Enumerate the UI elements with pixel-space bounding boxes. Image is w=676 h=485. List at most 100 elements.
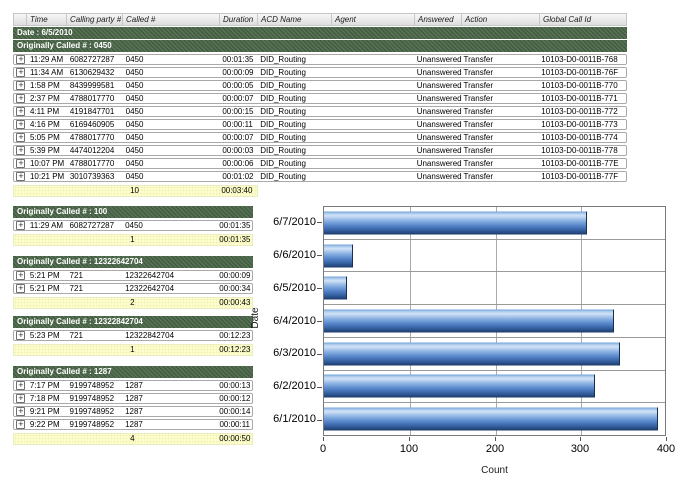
- column-header: Called #: [123, 13, 220, 26]
- table-row[interactable]: +5:23 PM 721 12322842704 00:12:23: [13, 330, 253, 341]
- expand-plus-icon[interactable]: +: [16, 93, 26, 103]
- row-cell: 9199748952: [69, 407, 115, 416]
- expander-cell: +: [14, 81, 28, 90]
- row-cell: 00:00:09: [222, 68, 254, 77]
- row-cell: 10103-D0-0011B-77F: [541, 172, 619, 181]
- row-cell: Transfer: [463, 120, 494, 129]
- row-cell: 0450: [125, 159, 144, 168]
- table-row[interactable]: +7:17 PM 9199748952 1287 00:00:13: [13, 380, 253, 391]
- expander-cell: +: [14, 407, 28, 416]
- expand-plus-icon[interactable]: +: [16, 171, 26, 181]
- expand-plus-icon[interactable]: +: [16, 145, 26, 155]
- row-cell: 12322842704: [125, 331, 175, 340]
- table-row[interactable]: +11:34 AM 6130629432 0450 00:00:09 DID_Routi…: [13, 67, 627, 78]
- bar-6-3-2010: [324, 342, 620, 366]
- expander-cell: +: [14, 284, 28, 293]
- row-cell: 10:07 PM: [29, 159, 65, 168]
- row-cell: Transfer: [463, 159, 494, 168]
- table-row[interactable]: +5:39 PM 4474012204 0450 00:00:03 DID_Routin…: [13, 145, 627, 156]
- row-cell: 12322642704: [125, 284, 175, 293]
- expand-plus-icon[interactable]: +: [16, 80, 26, 90]
- y-tick-label: 6/1/2010: [273, 413, 316, 425]
- expand-plus-icon[interactable]: +: [16, 54, 26, 64]
- x-tick-mark: [580, 437, 581, 441]
- row-cell: 00:12:23: [219, 331, 251, 340]
- category-band: [324, 207, 665, 240]
- column-header: Duration: [220, 13, 258, 26]
- table-row[interactable]: +9:22 PM 9199748952 1287 00:00:11: [13, 419, 253, 430]
- expand-plus-icon[interactable]: +: [16, 132, 26, 142]
- row-cell: 5:21 PM: [29, 271, 60, 280]
- table-row[interactable]: +9:21 PM 9199748952 1287 00:00:14: [13, 406, 253, 417]
- table-row[interactable]: +11:29 AM 6082727287 0450 00:01:35 DID_Routi…: [13, 54, 627, 65]
- bar-6-6-2010: [324, 244, 353, 268]
- row-cell: 10103-D0-0011B-76F: [541, 68, 619, 77]
- table-row[interactable]: +7:18 PM 9199748952 1287 00:00:12: [13, 393, 253, 404]
- summary-total-duration: 00:00:50: [219, 434, 251, 443]
- expander-cell: +: [14, 159, 28, 168]
- table-row[interactable]: +5:05 PM 4788017770 0450 00:00:07 DID_Routin…: [13, 132, 627, 143]
- expand-plus-icon[interactable]: +: [16, 270, 26, 280]
- y-tick-mark: [317, 288, 322, 289]
- row-cell: 4474012204: [69, 146, 115, 155]
- table-row[interactable]: +4:11 PM 4191847701 0450 00:00:15 DID_Routin…: [13, 106, 627, 117]
- row-cell: 10103-D0-0011B-773: [541, 120, 618, 129]
- expander-cell: +: [14, 221, 28, 230]
- summary-call-count: 10: [130, 186, 139, 195]
- summary-total-duration: 00:03:40: [221, 186, 253, 195]
- row-cell: Transfer: [463, 68, 494, 77]
- row-cell: Unanswered: [416, 172, 462, 181]
- expand-plus-icon[interactable]: +: [16, 158, 26, 168]
- call-report-table: Time Calling party # Called # Duration ACD N…: [13, 13, 627, 197]
- row-cell: DID_Routing: [260, 133, 307, 142]
- expand-plus-icon[interactable]: +: [16, 393, 26, 403]
- expand-plus-icon[interactable]: +: [16, 106, 26, 116]
- row-cell: 9199748952: [69, 420, 115, 429]
- expand-plus-icon[interactable]: +: [16, 283, 26, 293]
- column-header: Calling party #: [67, 13, 123, 26]
- row-cell: 0450: [125, 133, 144, 142]
- table-row[interactable]: +10:07 PM 4788017770 0450 00:00:06 DID_Routi…: [13, 158, 627, 169]
- y-tick-mark: [317, 255, 322, 256]
- table-row[interactable]: +2:37 PM 4788017770 0450 00:00:07 DID_Routin…: [13, 93, 627, 104]
- table-row[interactable]: +10:21 PM 3010739363 0450 00:01:02 DID_Routi…: [13, 171, 627, 182]
- row-cell: 4788017770: [69, 133, 115, 142]
- row-cell: 9:21 PM: [29, 407, 60, 416]
- category-band: [324, 305, 665, 338]
- expand-plus-icon[interactable]: +: [16, 330, 26, 340]
- expand-plus-icon[interactable]: +: [16, 220, 26, 230]
- y-tick-mark: [317, 354, 322, 355]
- row-cell: 4788017770: [69, 159, 115, 168]
- table-row[interactable]: +5:21 PM 721 12322642704 00:00:09: [13, 270, 253, 281]
- row-cell: 0450: [125, 55, 144, 64]
- x-tick-mark: [495, 437, 496, 441]
- y-tick-label: 6/4/2010: [273, 315, 316, 327]
- x-tick-label: 0: [319, 443, 327, 455]
- row-cell: 00:00:12: [219, 394, 251, 403]
- table-row[interactable]: +4:16 PM 6169460905 0450 00:00:11 DID_Routin…: [13, 119, 627, 130]
- row-cell: 9199748952: [69, 381, 115, 390]
- row-cell: 10103-D0-0011B-771: [541, 94, 618, 103]
- expand-plus-icon[interactable]: +: [16, 380, 26, 390]
- expander-cell: +: [14, 381, 28, 390]
- chart-bands: [324, 207, 665, 435]
- row-cell: 8439999581: [69, 81, 115, 90]
- row-cell: 6082727287: [69, 221, 115, 230]
- column-header: Agent: [332, 13, 415, 26]
- column-header: Answered: [415, 13, 462, 26]
- row-cell: Transfer: [463, 55, 494, 64]
- x-tick-mark: [323, 437, 324, 441]
- row-cell: DID_Routing: [260, 68, 307, 77]
- expand-plus-icon[interactable]: +: [16, 67, 26, 77]
- table-row[interactable]: +1:58 PM 8439999581 0450 00:00:05 DID_Routin…: [13, 80, 627, 91]
- row-cell: 5:39 PM: [29, 146, 60, 155]
- expand-plus-icon[interactable]: +: [16, 419, 26, 429]
- expand-plus-icon[interactable]: +: [16, 406, 26, 416]
- row-cell: Unanswered: [416, 55, 462, 64]
- expand-plus-icon[interactable]: +: [16, 119, 26, 129]
- category-band: [324, 403, 665, 435]
- table-row[interactable]: +11:29 AM 6082727287 0450 00:01:35: [13, 220, 253, 231]
- row-cell: DID_Routing: [260, 94, 307, 103]
- y-tick-mark: [317, 321, 322, 322]
- table-row[interactable]: +5:21 PM 721 12322642704 00:00:34: [13, 283, 253, 294]
